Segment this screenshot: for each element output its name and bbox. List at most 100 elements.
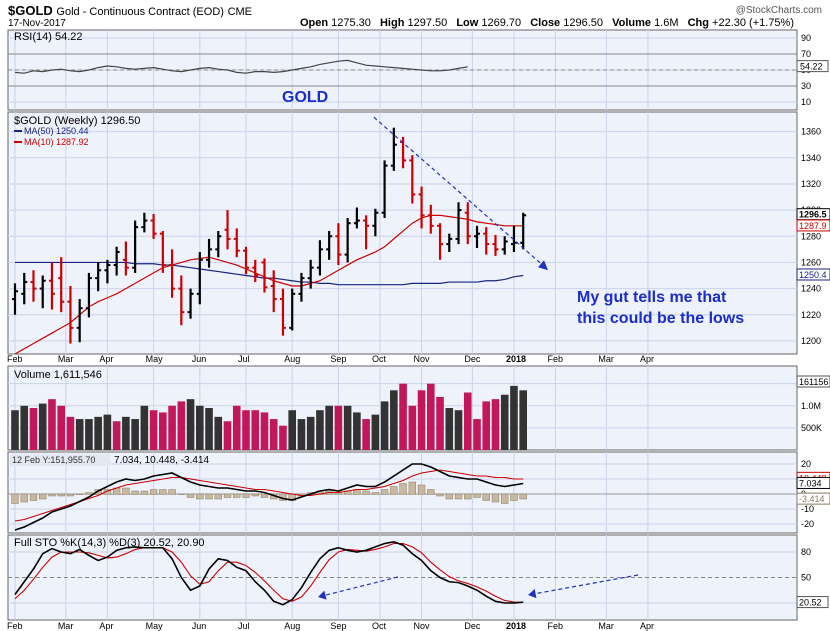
volume-bar	[20, 405, 29, 450]
volume-bar	[306, 416, 315, 450]
price-x-label: Jun	[192, 354, 207, 364]
price-tick-label: 1340	[801, 153, 821, 163]
gold-annotation: GOLD	[282, 89, 328, 106]
volume-bar	[140, 405, 149, 450]
volume-bar	[491, 399, 500, 450]
volume-bar	[260, 412, 269, 450]
ohlc-bar	[455, 202, 462, 245]
sto-tick-label: 50	[801, 573, 811, 583]
volume-bar	[177, 401, 186, 450]
ohlc-bar	[224, 210, 231, 250]
macd-tick-label: -20	[801, 519, 814, 529]
ohlc-bar	[363, 215, 370, 250]
rsi-value-box	[796, 60, 829, 73]
price-x-label: Feb	[7, 354, 23, 364]
volume-bar	[325, 405, 333, 450]
volume-value-label: 161156	[799, 377, 828, 387]
volume-bar	[11, 410, 19, 450]
macd-value-label: -3.414	[799, 494, 825, 504]
ohlc-bar	[483, 227, 490, 255]
volume-bar	[436, 396, 444, 450]
ohlc-bar	[270, 270, 277, 313]
macd-histogram-bar	[510, 493, 518, 501]
volume-bar	[510, 385, 518, 450]
macd-histogram-bar	[94, 489, 102, 495]
symbol[interactable]: $GOLD	[8, 3, 53, 18]
volume-bar	[482, 401, 491, 450]
macd-histogram-bar	[29, 493, 38, 501]
price-value-box	[796, 268, 830, 281]
ohlc-bar	[335, 223, 342, 266]
volume-tick-label: 1.0M	[801, 401, 821, 411]
macd-histogram-bar	[48, 493, 56, 497]
sto-x-label: Apr	[640, 621, 654, 631]
volume-bar	[399, 383, 407, 450]
ohlc-bar	[30, 270, 37, 302]
price-x-label: Jul	[238, 354, 250, 364]
ohlc-bar	[261, 258, 268, 293]
price-tick-label: 1320	[801, 179, 821, 189]
ohlc-bar	[418, 186, 425, 229]
ohlc-bar	[279, 288, 286, 336]
rsi-tick-label: 10	[801, 97, 811, 107]
price-value-label: 1250.4	[799, 270, 827, 280]
ma10-line	[14, 214, 524, 355]
macd-value-box	[796, 492, 830, 505]
ohlc-bar	[215, 231, 222, 258]
sto-x-label: Dec	[464, 621, 481, 631]
macd-histogram-bar	[214, 493, 222, 500]
ohlc-bar	[307, 259, 314, 289]
sto-x-label: May	[146, 621, 164, 631]
ohlc-bar	[76, 299, 83, 343]
macd-histogram-bar	[390, 486, 398, 495]
ohlc-bar	[178, 275, 185, 326]
volume-bar	[288, 410, 296, 450]
ohlc-bar	[95, 262, 102, 292]
brand-watermark[interactable]: @StockCharts.com	[735, 5, 822, 16]
volume-bar	[316, 410, 324, 450]
macd-histogram-bar	[223, 493, 232, 498]
price-x-label: Nov	[414, 354, 431, 364]
macd-histogram-bar	[454, 493, 463, 500]
macd-date-box	[10, 454, 110, 466]
volume-bar	[122, 416, 130, 450]
ohlc-bar	[381, 160, 388, 218]
ohlc-bar	[113, 246, 120, 276]
price-tick-label: 1240	[801, 284, 821, 294]
macd-histogram-bar	[205, 493, 213, 500]
ma50-legend: MA(50) 1250.44	[24, 126, 89, 136]
high-label: High	[379, 17, 405, 29]
sto-arrow-right	[527, 574, 639, 596]
price-tick-label: 1200	[801, 336, 821, 346]
volume-bar	[500, 394, 509, 450]
ohlc-bar	[58, 257, 65, 313]
volume-bar	[334, 405, 343, 450]
price-x-label: Apr	[640, 354, 654, 364]
sto-x-label: Apr	[99, 621, 113, 631]
macd-histogram-bar	[168, 489, 176, 495]
volume-bar	[48, 399, 56, 450]
rsi-tick-label: 70	[801, 49, 811, 59]
macd-histogram-bar	[380, 489, 389, 495]
price-tick-label: 1260	[801, 257, 821, 267]
sto-x-label: Feb	[548, 621, 564, 631]
ohlc-readout: Open 1275.30 High 1297.50 Low 1269.70 Cl…	[300, 17, 800, 29]
macd-histogram-bar	[399, 483, 407, 495]
volume-tick-label: 500K	[801, 423, 822, 433]
ohlc-bar	[159, 231, 166, 273]
macd-histogram-bar	[491, 493, 500, 503]
macd-histogram-bar	[260, 493, 269, 498]
low-label: Low	[456, 17, 479, 29]
ohlc-bar	[326, 231, 333, 260]
rsi-line	[14, 59, 468, 74]
macd-histogram-bar	[177, 493, 185, 495]
ohlc-bar	[12, 283, 18, 315]
ohlc-bar	[196, 251, 203, 305]
chg-value: +22.30 (+1.75%)	[712, 17, 794, 29]
macd-tick-label: -10	[801, 504, 814, 514]
macd-histogram-bar	[251, 493, 259, 497]
volume-bar	[242, 410, 250, 450]
macd-tick-label: 20	[801, 459, 811, 469]
volume-bar	[38, 403, 47, 450]
